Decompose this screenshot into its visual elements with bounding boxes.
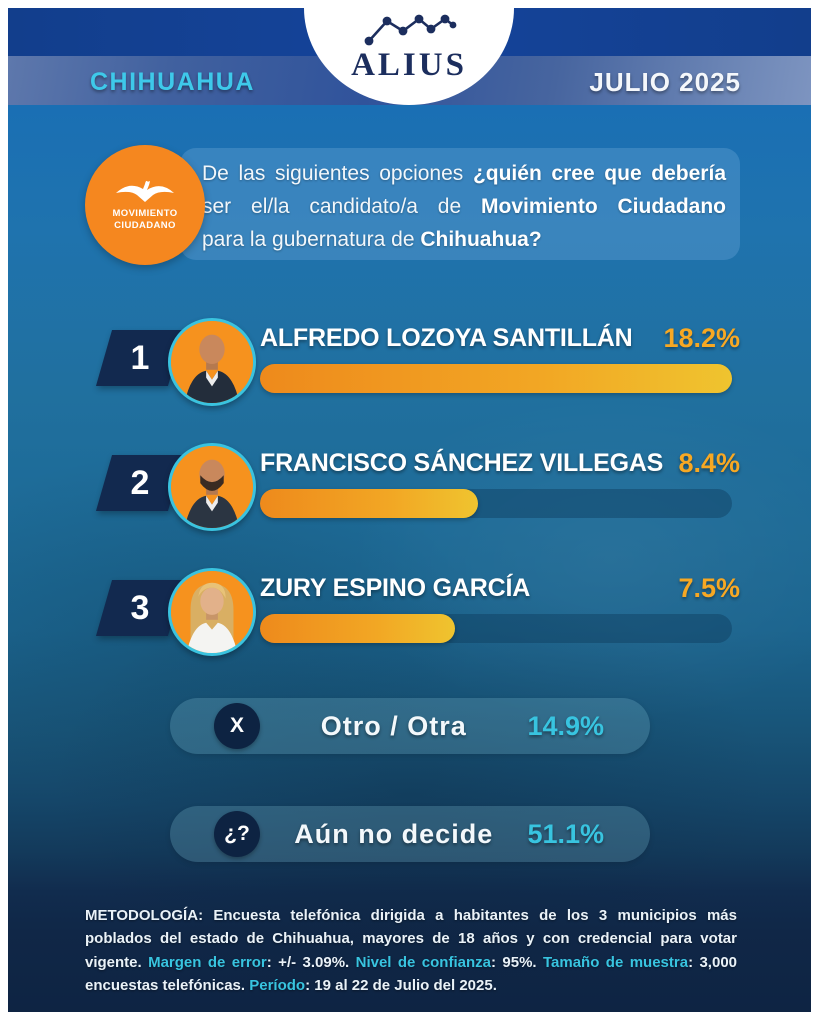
candidate-photo [168, 443, 256, 531]
undecided-label: Aún no decide [294, 818, 494, 849]
party-name-line2: CIUDADANO [114, 220, 176, 231]
candidate-percentage: 18.2% [663, 323, 740, 353]
question-line-3: para la gubernatura de Chihuahua? [202, 228, 542, 251]
candidate-name: ZURY ESPINO GARCÍA [260, 574, 531, 602]
undecided-percentage: 51.1% [527, 818, 604, 849]
network-zigzag-icon [364, 14, 457, 46]
methodology-keyword: Tamaño de muestra [542, 953, 689, 971]
methodology-keyword: Margen de error [148, 953, 267, 971]
bar-fill [260, 489, 478, 518]
candidate-row-3: 3 ZURY ESPINO GARCÍA 7.5% [8, 568, 811, 660]
party-logo-badge: MOVIMIENTO CIUDADANO [85, 145, 205, 265]
candidate-name: FRANCISCO SÁNCHEZ VILLEGAS [260, 449, 664, 477]
candidate-photo [168, 318, 256, 406]
bar-fill [260, 614, 455, 643]
candidate-percentage: 7.5% [678, 573, 740, 603]
other-option-label: Otro / Otra [320, 710, 467, 741]
candidate-row-1: 1 ALFREDO LOZOYA SANTILLÁN 18.2% [8, 318, 811, 410]
question-line-1: De las siguientes opciones ¿quién cree q… [202, 162, 726, 185]
question-mark-icon: ¿? [214, 811, 260, 857]
brand-name: ALIUS [351, 47, 467, 83]
undecided-row: ¿? Aún no decide 51.1% [170, 806, 650, 862]
poll-canvas: ALIUS CHIHUAHUA JULIO 2025 MOVIMIENTO CI… [8, 8, 811, 1012]
other-option-row: X Otro / Otra 14.9% [170, 698, 650, 754]
bar-fill [260, 364, 732, 393]
candidate-percentage: 8.4% [678, 448, 740, 478]
methodology-label: METODOLOGÍA [85, 907, 199, 924]
party-name-line1: MOVIMIENTO [112, 208, 178, 220]
question-line-2: ser el/la candidato/a de Movimiento Ciud… [202, 195, 727, 218]
other-option-percentage: 14.9% [527, 710, 604, 741]
eagle-icon [116, 181, 174, 203]
question-box: De las siguientes opciones ¿quién cree q… [180, 148, 740, 260]
date-label: JULIO 2025 [589, 67, 741, 97]
bar-track [260, 614, 732, 643]
candidate-name: ALFREDO LOZOYA SANTILLÁN [260, 324, 633, 352]
methodology-keyword: Período [249, 976, 306, 994]
bar-track [260, 364, 732, 393]
methodology-text: METODOLOGÍA: Encuesta telefónica dirigid… [85, 907, 737, 994]
candidate-photo [168, 568, 256, 656]
methodology-keyword: Nivel de confianza [355, 953, 491, 971]
x-icon: X [214, 703, 260, 749]
bar-track [260, 489, 732, 518]
state-label: CHIHUAHUA [90, 68, 255, 96]
candidate-row-2: 2 FRANCISCO SÁNCHEZ VILLEGAS 8.4% [8, 443, 811, 535]
